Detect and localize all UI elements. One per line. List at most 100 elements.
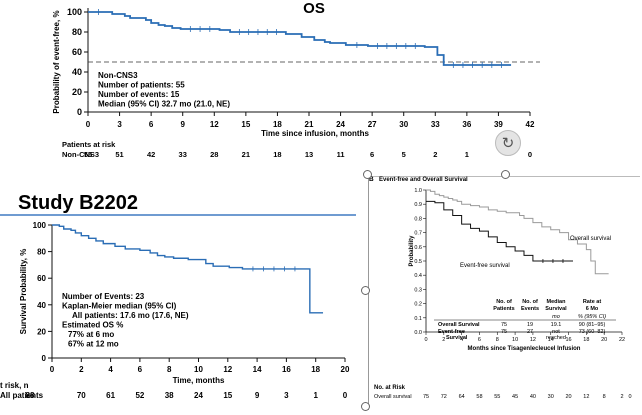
chart-title: OS: [303, 0, 325, 17]
stats-table-header: Events: [521, 306, 539, 312]
stats-table-subheader: mo: [552, 314, 560, 320]
x-tick-label: 18: [311, 365, 320, 374]
risk-table-value: 11: [337, 150, 345, 159]
os-chart-panel: OS 0 20 40 60 80 100 0 3 6 9 12 15 18 21 24 27 30 33 36 39 42…: [0, 0, 545, 160]
annotation-line: Estimated OS %: [62, 321, 123, 330]
stats-cell: reached: [546, 335, 566, 341]
x-tick-label: 36: [462, 120, 471, 129]
x-tick-label: 14: [548, 337, 554, 343]
y-tick-label: 80: [72, 27, 82, 37]
annotation-line: Number of events: 15: [98, 90, 180, 99]
risk-table-label: Overall survival: [374, 394, 412, 400]
stats-table-header: Survival: [545, 306, 567, 312]
x-tick-label: 2: [79, 365, 84, 374]
risk-table-value: 3: [284, 391, 289, 400]
x-tick-label: 10: [194, 365, 203, 374]
y-tick-label: 60: [72, 47, 82, 57]
b2202-chart-panel: Study B2202 0 20 40 60 80 100 0 2 4 6 8 10 12 14 16 18 20…: [0, 188, 360, 410]
stats-cell: 27: [527, 329, 533, 335]
x-tick-label: 20: [341, 365, 350, 374]
risk-table-header: Patients at risk: [62, 140, 116, 149]
y-tick-label: 20: [37, 327, 46, 336]
x-tick-label: 16: [282, 365, 291, 374]
stats-cell: 75: [501, 329, 507, 335]
risk-table-value: 13: [305, 150, 313, 159]
stats-table-header: No. of: [496, 299, 512, 305]
y-tick-label: 0.7: [414, 231, 422, 237]
x-tick-label: 4: [460, 337, 463, 343]
x-tick-label: 3: [117, 120, 122, 129]
risk-table-value: 33: [179, 150, 187, 159]
resize-handle-top-left[interactable]: [363, 170, 372, 179]
risk-table-value: 45: [512, 394, 518, 400]
stats-table-header: Rate at: [583, 299, 602, 305]
resize-handle-top-right[interactable]: [501, 170, 510, 179]
annotation-line: 67% at 12 mo: [68, 340, 119, 349]
risk-table-value: 1: [313, 391, 318, 400]
x-tick-label: 8: [496, 337, 499, 343]
efs-os-chart: B Event-free and Overall Survival 0.0 0.1 0.…: [369, 176, 632, 400]
stats-table-header: 6 Mo: [586, 306, 599, 312]
y-tick-label: 0.8: [414, 216, 422, 222]
y-axis-label: Probability of event-free, %: [52, 10, 61, 113]
risk-table-value: 0: [628, 394, 631, 400]
stats-table-subheader: % (95% CI): [578, 314, 606, 320]
x-axis-label: Months since Tisagenlecleucel Infusion: [468, 346, 581, 352]
risk-table-value: 6: [370, 150, 374, 159]
y-tick-label: 100: [67, 7, 82, 17]
os-km-curve: [88, 11, 512, 66]
annotation-line: Median (95% CI) 32.7 mo (21.0, NE): [98, 100, 230, 109]
stats-cell: 19: [527, 322, 533, 328]
x-tick-label: 22: [619, 337, 625, 343]
risk-table-value: 12: [583, 394, 589, 400]
rotate-handle-icon[interactable]: ↻: [495, 130, 521, 156]
stats-row-label: Overall Survival: [438, 322, 480, 328]
x-tick-label: 18: [273, 120, 282, 129]
y-tick-label: 20: [72, 87, 82, 97]
y-tick-label: 0.9: [414, 202, 422, 208]
risk-table-value: 8: [603, 394, 606, 400]
series-label-overall-survival: Overall survival: [570, 236, 611, 242]
annotation-line: Number of Events: 23: [62, 292, 145, 301]
risk-table-label: Non-CNS3: [62, 150, 99, 159]
stats-row-label: Event-free: [438, 329, 465, 335]
risk-table-value: 0: [343, 391, 348, 400]
x-tick-label: 24: [336, 120, 345, 129]
annotation-line: Kaplan-Meier median (95% CI): [62, 302, 177, 311]
annotation-line: Number of patients: 55: [98, 81, 185, 90]
risk-table-value: 52: [135, 391, 144, 400]
risk-table-value: 72: [441, 394, 447, 400]
y-tick-label: 0.3: [414, 287, 422, 293]
risk-table-value: 28: [210, 150, 218, 159]
risk-table-value: 75: [423, 394, 429, 400]
risk-table-value: 24: [194, 391, 203, 400]
x-tick-label: 6: [149, 120, 154, 129]
x-tick-label: 9: [180, 120, 185, 129]
x-tick-label: 15: [241, 120, 250, 129]
risk-table-value: 55: [84, 150, 92, 159]
x-tick-label: 0: [50, 365, 55, 374]
stats-table-header: Patients: [493, 306, 514, 312]
x-tick-label: 39: [494, 120, 503, 129]
resize-handle-left[interactable]: [361, 286, 370, 295]
stats-table-header: Median: [547, 299, 567, 305]
x-tick-label: 6: [138, 365, 143, 374]
y-tick-label: 0.6: [414, 245, 422, 251]
risk-table-value: 1: [465, 150, 469, 159]
stats-cell: 90 (81–95): [579, 322, 606, 328]
x-tick-label: 12: [530, 337, 536, 343]
risk-table-value: 42: [147, 150, 155, 159]
annotation-line: 77% at 6 mo: [68, 330, 114, 339]
x-tick-label: 8: [167, 365, 172, 374]
risk-table-value: 58: [476, 394, 482, 400]
x-axis-label: Time since infusion, months: [261, 129, 369, 138]
risk-table-value: 30: [548, 394, 554, 400]
x-tick-label: 42: [526, 120, 535, 129]
y-tick-label: 0: [77, 107, 82, 117]
stats-cell: not: [552, 329, 560, 335]
x-tick-label: 27: [368, 120, 377, 129]
y-axis-label: Probability: [409, 235, 415, 267]
risk-table-label: All patients: [0, 391, 44, 400]
risk-table-value: 20: [565, 394, 571, 400]
